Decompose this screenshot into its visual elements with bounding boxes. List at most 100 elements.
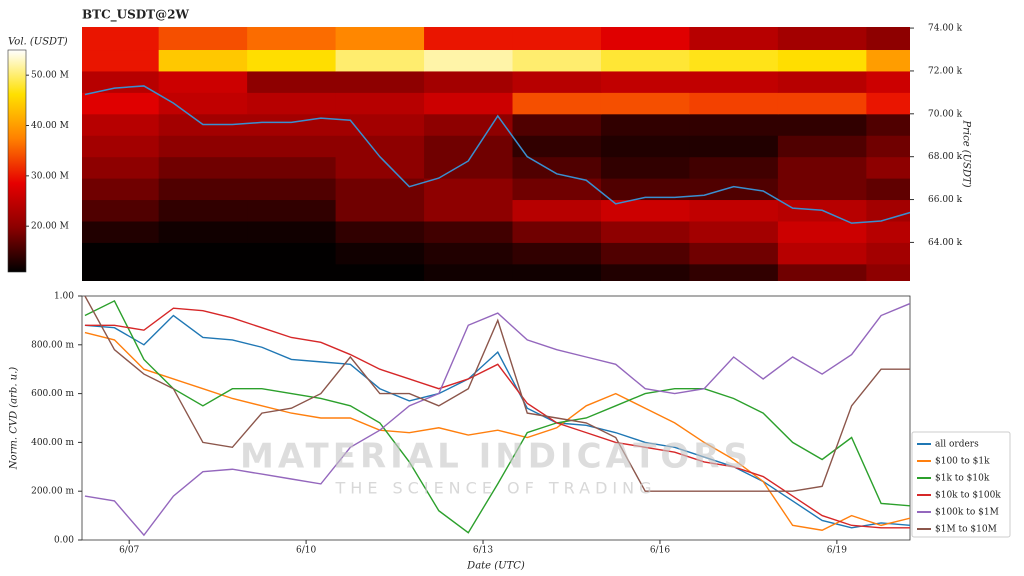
heatmap-cell [82, 263, 160, 281]
heatmap-cell [335, 135, 425, 158]
heatmap-cell [247, 199, 337, 222]
heatmap-cell [424, 199, 514, 222]
heatmap-cell [866, 92, 910, 115]
heatmap-cell [82, 178, 160, 201]
y-tick-label: 0.00 [54, 536, 74, 546]
heatmap-cell [600, 135, 690, 158]
heatmap-cell [247, 263, 337, 281]
y-tick-label: 1.00 [54, 292, 74, 302]
heatmap-cell [866, 135, 910, 158]
heatmap-cell [82, 27, 160, 51]
heatmap-cell [689, 220, 779, 243]
chart-title: BTC_USDT@2W [82, 8, 189, 23]
heatmap-cell [335, 49, 425, 72]
heatmap-cell [158, 135, 248, 158]
heatmap [82, 27, 910, 281]
heatmap-cell [866, 113, 910, 136]
heatmap-cell [689, 70, 779, 93]
heatmap-cell [158, 27, 248, 51]
y-tick-label: 74.00 k [928, 24, 963, 34]
cvd-line [84, 299, 910, 534]
y-axis-label: Price (USDT) [961, 119, 972, 187]
y-axis-label: Norm. CVD (arb. u.) [9, 367, 20, 470]
heatmap-cell [158, 178, 248, 201]
heatmap-cell [866, 70, 910, 93]
legend-label: $100k to $1M [935, 508, 999, 518]
heatmap-cell [247, 27, 337, 51]
heatmap-cell [512, 199, 602, 222]
heatmap-cell [600, 70, 690, 93]
heatmap-cell [82, 49, 160, 72]
y-tick-label: 68.00 k [928, 152, 963, 162]
heatmap-cell [247, 242, 337, 265]
heatmap-cell [777, 113, 867, 136]
cvd-line [84, 307, 910, 529]
heatmap-cell [777, 263, 867, 281]
heatmap-cell [600, 242, 690, 265]
heatmap-cell [82, 156, 160, 179]
x-tick-label: 6/07 [119, 546, 139, 556]
heatmap-cell [158, 49, 248, 72]
colorbar-tick-label: 40.00 M [31, 121, 69, 131]
heatmap-cell [335, 92, 425, 115]
heatmap-cell [866, 156, 910, 179]
heatmap-cell [424, 113, 514, 136]
heatmap-cell [82, 242, 160, 265]
heatmap-cell [777, 70, 867, 93]
legend-box [911, 431, 1011, 538]
heatmap-cell [247, 135, 337, 158]
heatmap-cell [512, 27, 602, 51]
heatmap-cell [82, 135, 160, 158]
heatmap-cell [335, 27, 425, 51]
heatmap-cell [512, 178, 602, 201]
legend-label: all orders [935, 440, 979, 450]
heatmap-cell [866, 242, 910, 265]
heatmap-cell [777, 135, 867, 158]
legend-label: $10k to $100k [935, 491, 1001, 501]
heatmap-cell [158, 92, 248, 115]
heatmap-cell [777, 92, 867, 115]
heatmap-cell [512, 220, 602, 243]
heatmap-cell [424, 92, 514, 115]
heatmap-cell [777, 27, 867, 51]
heatmap-cell [512, 263, 602, 281]
heatmap-cell [158, 199, 248, 222]
legend-label: $100 to $1k [935, 457, 990, 467]
heatmap-cell [247, 220, 337, 243]
heatmap-cell [424, 242, 514, 265]
watermark: THE SCIENCE OF TRADING [335, 479, 657, 498]
heatmap-cell [247, 113, 337, 136]
heatmap-cell [335, 113, 425, 136]
legend-label: $1k to $10k [935, 474, 990, 484]
watermark: MATERIAL INDICATORS [240, 437, 752, 477]
cvd-line [84, 331, 910, 531]
heatmap-cell [689, 27, 779, 51]
heatmap-cell [158, 220, 248, 243]
heatmap-cell [424, 70, 514, 93]
heatmap-cell [247, 49, 337, 72]
heatmap-cell [247, 92, 337, 115]
heatmap-cell [158, 70, 248, 93]
x-tick-label: 6/13 [473, 546, 493, 556]
x-axis-label: Date (UTC) [466, 561, 525, 572]
cvd-line [84, 296, 910, 492]
heatmap-cell [247, 156, 337, 179]
heatmap-cell [82, 70, 160, 93]
heatmap-cell [600, 49, 690, 72]
heatmap-cell [866, 27, 910, 51]
heatmap-cell [335, 220, 425, 243]
heatmap-cell [424, 49, 514, 72]
y-tick-label: 400.00 m [31, 438, 74, 448]
heatmap-cell [689, 242, 779, 265]
x-tick-label: 6/16 [650, 546, 670, 556]
heatmap-cell [335, 263, 425, 281]
heatmap-cell [866, 220, 910, 243]
heatmap-cell [866, 49, 910, 72]
heatmap-cell [600, 178, 690, 201]
heatmap-cell [600, 263, 690, 281]
heatmap-cell [158, 263, 248, 281]
colorbar-tick-label: 50.00 M [31, 71, 69, 81]
heatmap-cell [335, 70, 425, 93]
heatmap-cell [82, 199, 160, 222]
